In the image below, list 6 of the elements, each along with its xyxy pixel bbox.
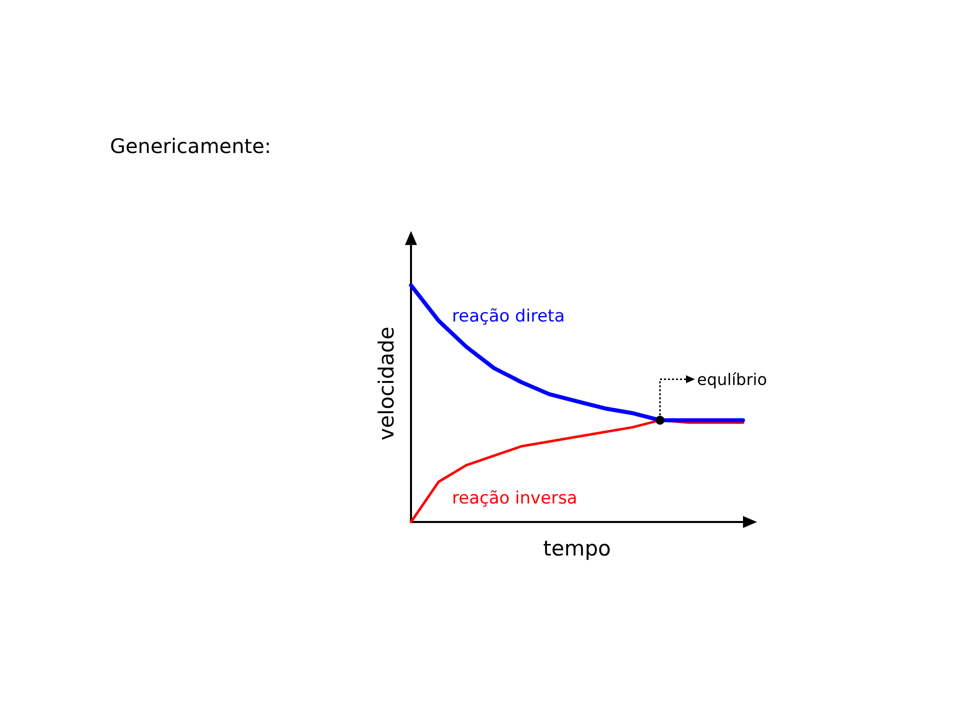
x-axis-title: tempo <box>543 536 611 560</box>
annotation: equlíbrio <box>697 370 767 390</box>
series-label: reação direta <box>452 306 565 326</box>
series-label: reação inversa <box>452 488 578 508</box>
y-axis-title: velocidade <box>374 326 398 440</box>
text: Genericamente: <box>110 134 272 158</box>
